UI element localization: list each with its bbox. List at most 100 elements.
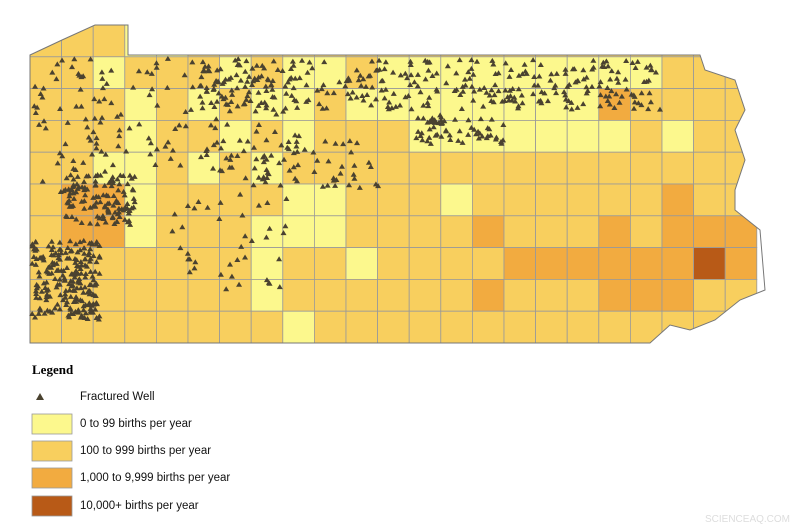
well (420, 102, 427, 108)
well (64, 255, 71, 261)
well (84, 316, 91, 322)
map-cell (630, 247, 663, 280)
well (99, 212, 106, 218)
well (205, 67, 212, 73)
map-cell (250, 25, 284, 58)
map-cell (187, 25, 221, 58)
map-cell (187, 278, 221, 312)
well (346, 77, 353, 83)
well (101, 168, 108, 174)
well (211, 81, 218, 87)
legend-swatch (31, 495, 73, 517)
well (234, 103, 241, 109)
well (191, 265, 198, 271)
well (304, 69, 311, 75)
well (40, 85, 47, 91)
well (115, 200, 122, 206)
well (407, 58, 414, 64)
well (488, 87, 495, 93)
map-cell (535, 183, 568, 217)
well (131, 199, 138, 205)
well (465, 131, 472, 137)
legend-label: 0 to 99 births per year (80, 418, 192, 430)
map-cell (471, 183, 505, 217)
map-cell (440, 151, 473, 185)
well (218, 168, 225, 174)
well (501, 98, 508, 104)
well (40, 280, 47, 286)
map-cell (250, 120, 284, 153)
well (68, 247, 75, 253)
well (90, 277, 97, 283)
well (475, 135, 482, 141)
well (71, 195, 78, 201)
map-cell (724, 88, 758, 121)
well (191, 205, 198, 211)
well (109, 180, 116, 186)
map-cell (724, 183, 758, 217)
well (407, 62, 414, 68)
well (105, 208, 112, 214)
map-cell (440, 215, 473, 249)
well (94, 213, 101, 219)
well (438, 117, 445, 123)
well (427, 140, 434, 146)
map-cell (598, 183, 631, 217)
well-symbol (36, 393, 44, 400)
well (264, 200, 271, 206)
well (290, 150, 297, 156)
well (93, 259, 100, 265)
well (93, 135, 100, 141)
map-cell (313, 183, 347, 217)
well (292, 132, 299, 138)
well (408, 106, 415, 112)
well (519, 100, 526, 106)
map-cell (724, 247, 758, 280)
well (422, 76, 429, 82)
well (548, 71, 555, 77)
map-cell (471, 278, 505, 312)
well (299, 57, 306, 63)
well (572, 79, 579, 85)
well (580, 67, 587, 73)
well (33, 290, 40, 296)
well (40, 118, 47, 124)
well (234, 257, 241, 263)
well (240, 148, 247, 154)
map-cell (30, 151, 63, 185)
map-cell (408, 183, 442, 217)
well (316, 101, 323, 107)
well (131, 173, 138, 179)
well (569, 66, 576, 72)
well (130, 187, 137, 193)
map-cell (377, 151, 410, 185)
map-cell (661, 151, 695, 185)
well (77, 247, 84, 253)
well (452, 116, 459, 122)
well (374, 67, 381, 73)
map-cell (693, 215, 726, 249)
map-cell (377, 247, 410, 280)
well (369, 84, 376, 90)
well (553, 70, 560, 76)
well (49, 69, 56, 75)
well (78, 220, 85, 226)
map-cell (598, 247, 631, 280)
well (285, 139, 292, 145)
well (48, 238, 55, 244)
well (197, 83, 204, 89)
well (484, 133, 491, 139)
well (203, 84, 210, 90)
well (33, 246, 40, 252)
well (489, 57, 496, 63)
well (108, 183, 115, 189)
legend-label: 100 to 999 births per year (80, 445, 211, 457)
map-cell (377, 278, 410, 312)
map-cell (535, 278, 568, 312)
map-cell (345, 25, 379, 58)
well (424, 119, 431, 125)
well (99, 75, 106, 81)
well (358, 82, 365, 88)
well (630, 92, 637, 98)
map-cell (155, 151, 189, 185)
